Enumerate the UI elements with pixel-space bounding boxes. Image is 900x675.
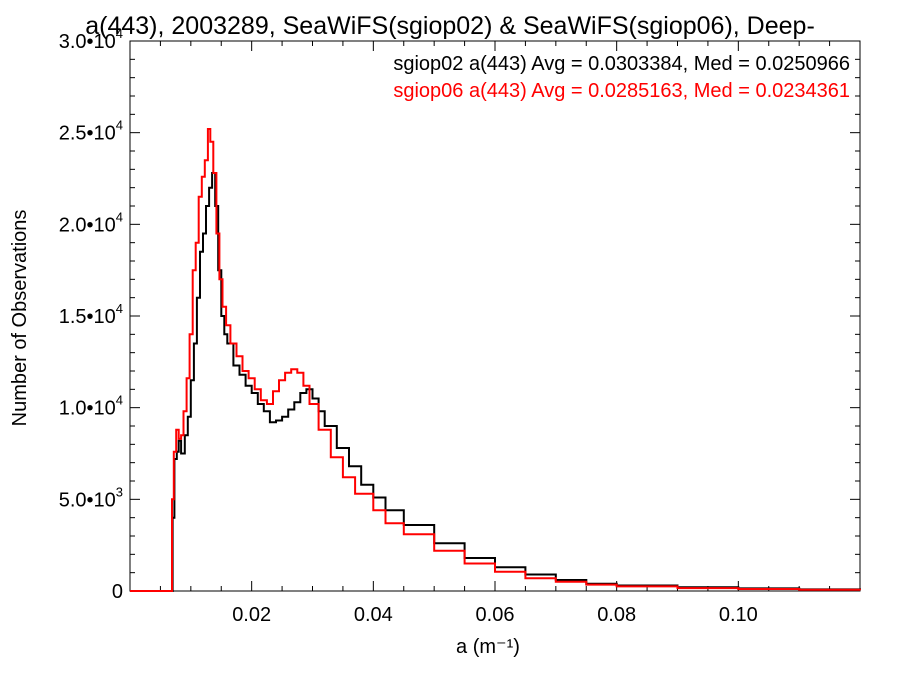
x-tick-label: 0.04 <box>354 604 393 626</box>
chart-title: a(443), 2003289, SeaWiFS(sgiop02) & SeaW… <box>85 12 815 40</box>
y-tick-labels: 0 5.0•103 1.0•104 1.5•104 2.0•104 2.5•104 3.0•… <box>59 26 123 603</box>
axis-ticks <box>130 41 860 591</box>
y-tick-label: 1.0•104 <box>59 393 123 420</box>
y-tick-label: 3.0•104 <box>59 26 123 53</box>
legend-entry-sgiop06: sgiop06 a(443) Avg = 0.0285163, Med = 0.… <box>393 80 850 102</box>
y-tick-label: 0 <box>112 581 123 603</box>
x-axis-label: a (m⁻¹) <box>456 636 520 658</box>
y-axis-label: Number of Observations <box>9 210 31 427</box>
x-tick-labels: 0.02 0.04 0.06 0.08 0.10 <box>232 604 758 626</box>
series-line-sgiop06 <box>130 128 861 592</box>
series-group <box>130 128 861 592</box>
x-tick-label: 0.08 <box>597 604 636 626</box>
y-tick-label: 1.5•104 <box>59 301 123 328</box>
y-tick-label: 5.0•103 <box>59 484 123 511</box>
y-tick-label: 2.0•104 <box>59 209 123 236</box>
x-tick-label: 0.02 <box>232 604 271 626</box>
plot-frame <box>129 40 861 592</box>
legend-entry-sgiop02: sgiop02 a(443) Avg = 0.0303384, Med = 0.… <box>393 53 850 75</box>
y-tick-label: 2.5•104 <box>59 118 123 145</box>
x-tick-label: 0.06 <box>476 604 515 626</box>
x-tick-label: 0.10 <box>719 604 758 626</box>
series-line-sgiop02 <box>130 172 861 592</box>
